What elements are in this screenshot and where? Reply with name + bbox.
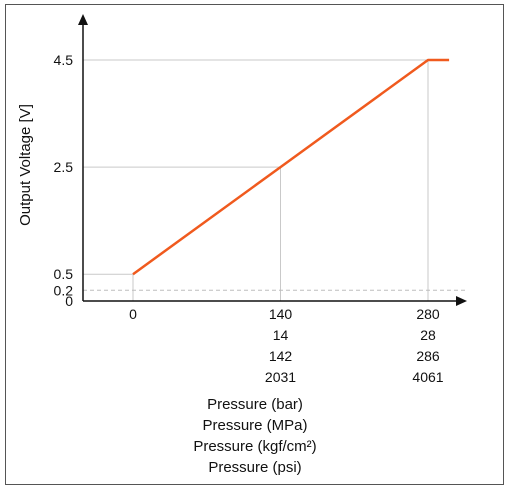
x-tick-label-r2-c1: 142: [269, 348, 293, 364]
x-tick-label-r1-c2: 28: [420, 327, 436, 343]
y-tick-label-2: 0.5: [54, 266, 74, 282]
x-tick-label-r0-c0: 0: [129, 306, 137, 322]
series-line-0: [132, 58, 450, 276]
y-tick-label-0: 0: [65, 293, 73, 309]
x-axis-label-psi: Pressure (psi): [208, 459, 301, 476]
x-axis-label-mpa: Pressure (MPa): [202, 417, 307, 434]
grid-lines: [83, 59, 466, 301]
x-tick-label-r0-c1: 140: [269, 306, 293, 322]
x-tick-label-r2-c2: 286: [416, 348, 440, 364]
x-tick-label-r1-c1: 14: [273, 327, 289, 343]
axes: [78, 14, 467, 306]
y-tick-label-4: 4.5: [54, 52, 74, 68]
x-axis-label-kgf: Pressure (kgf/cm²): [193, 438, 316, 455]
chart-frame: 0 0.2 0.5 2.5 4.5 0 140 280 14 28 142 286 2031 4061 O…: [5, 4, 504, 485]
y-axis-label: Output Voltage [V]: [17, 104, 34, 226]
x-tick-label-r3-c2: 4061: [412, 369, 443, 385]
y-tick-label-3: 2.5: [54, 159, 74, 175]
x-tick-label-r0-c2: 280: [416, 306, 440, 322]
y-axis-arrow: [78, 14, 88, 25]
series-layer: [132, 58, 450, 276]
x-axis-arrow: [456, 296, 467, 306]
y-tick-label-1: 0.2: [54, 282, 74, 298]
x-axis-label-bar: Pressure (bar): [207, 396, 303, 413]
x-tick-label-r3-c1: 2031: [265, 369, 296, 385]
